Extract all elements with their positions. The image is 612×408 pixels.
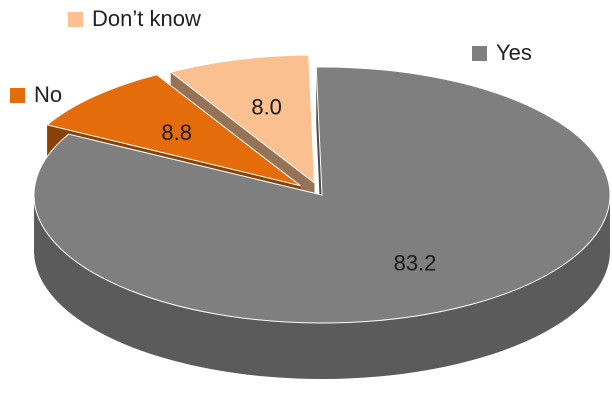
legend-swatch-no <box>10 87 25 103</box>
data-label-don-t-know: 8.0 <box>251 95 282 120</box>
pie-slice-don-t-know <box>169 54 316 185</box>
legend-label-yes: Yes <box>496 40 532 65</box>
legend-label-dont-know: Don’t know <box>92 6 201 31</box>
legend-item-yes: Yes <box>472 42 532 64</box>
pie-tops <box>33 54 611 324</box>
pie-slice-yes <box>33 66 611 324</box>
pie-slice-wall-yes-0 <box>34 195 610 379</box>
legend-label-no: No <box>34 82 63 107</box>
legend-item-no: No <box>10 84 62 106</box>
data-label-no: 8.8 <box>161 120 192 145</box>
legend-swatch-dont-know <box>68 11 83 27</box>
data-label-yes: 83.2 <box>394 251 437 276</box>
pie-data-labels: 83.2 8.8 8.0 <box>161 95 436 276</box>
pie-slice-no <box>46 74 301 187</box>
legend-swatch-yes <box>472 45 487 61</box>
legend-item-dont-know: Don’t know <box>68 8 201 30</box>
